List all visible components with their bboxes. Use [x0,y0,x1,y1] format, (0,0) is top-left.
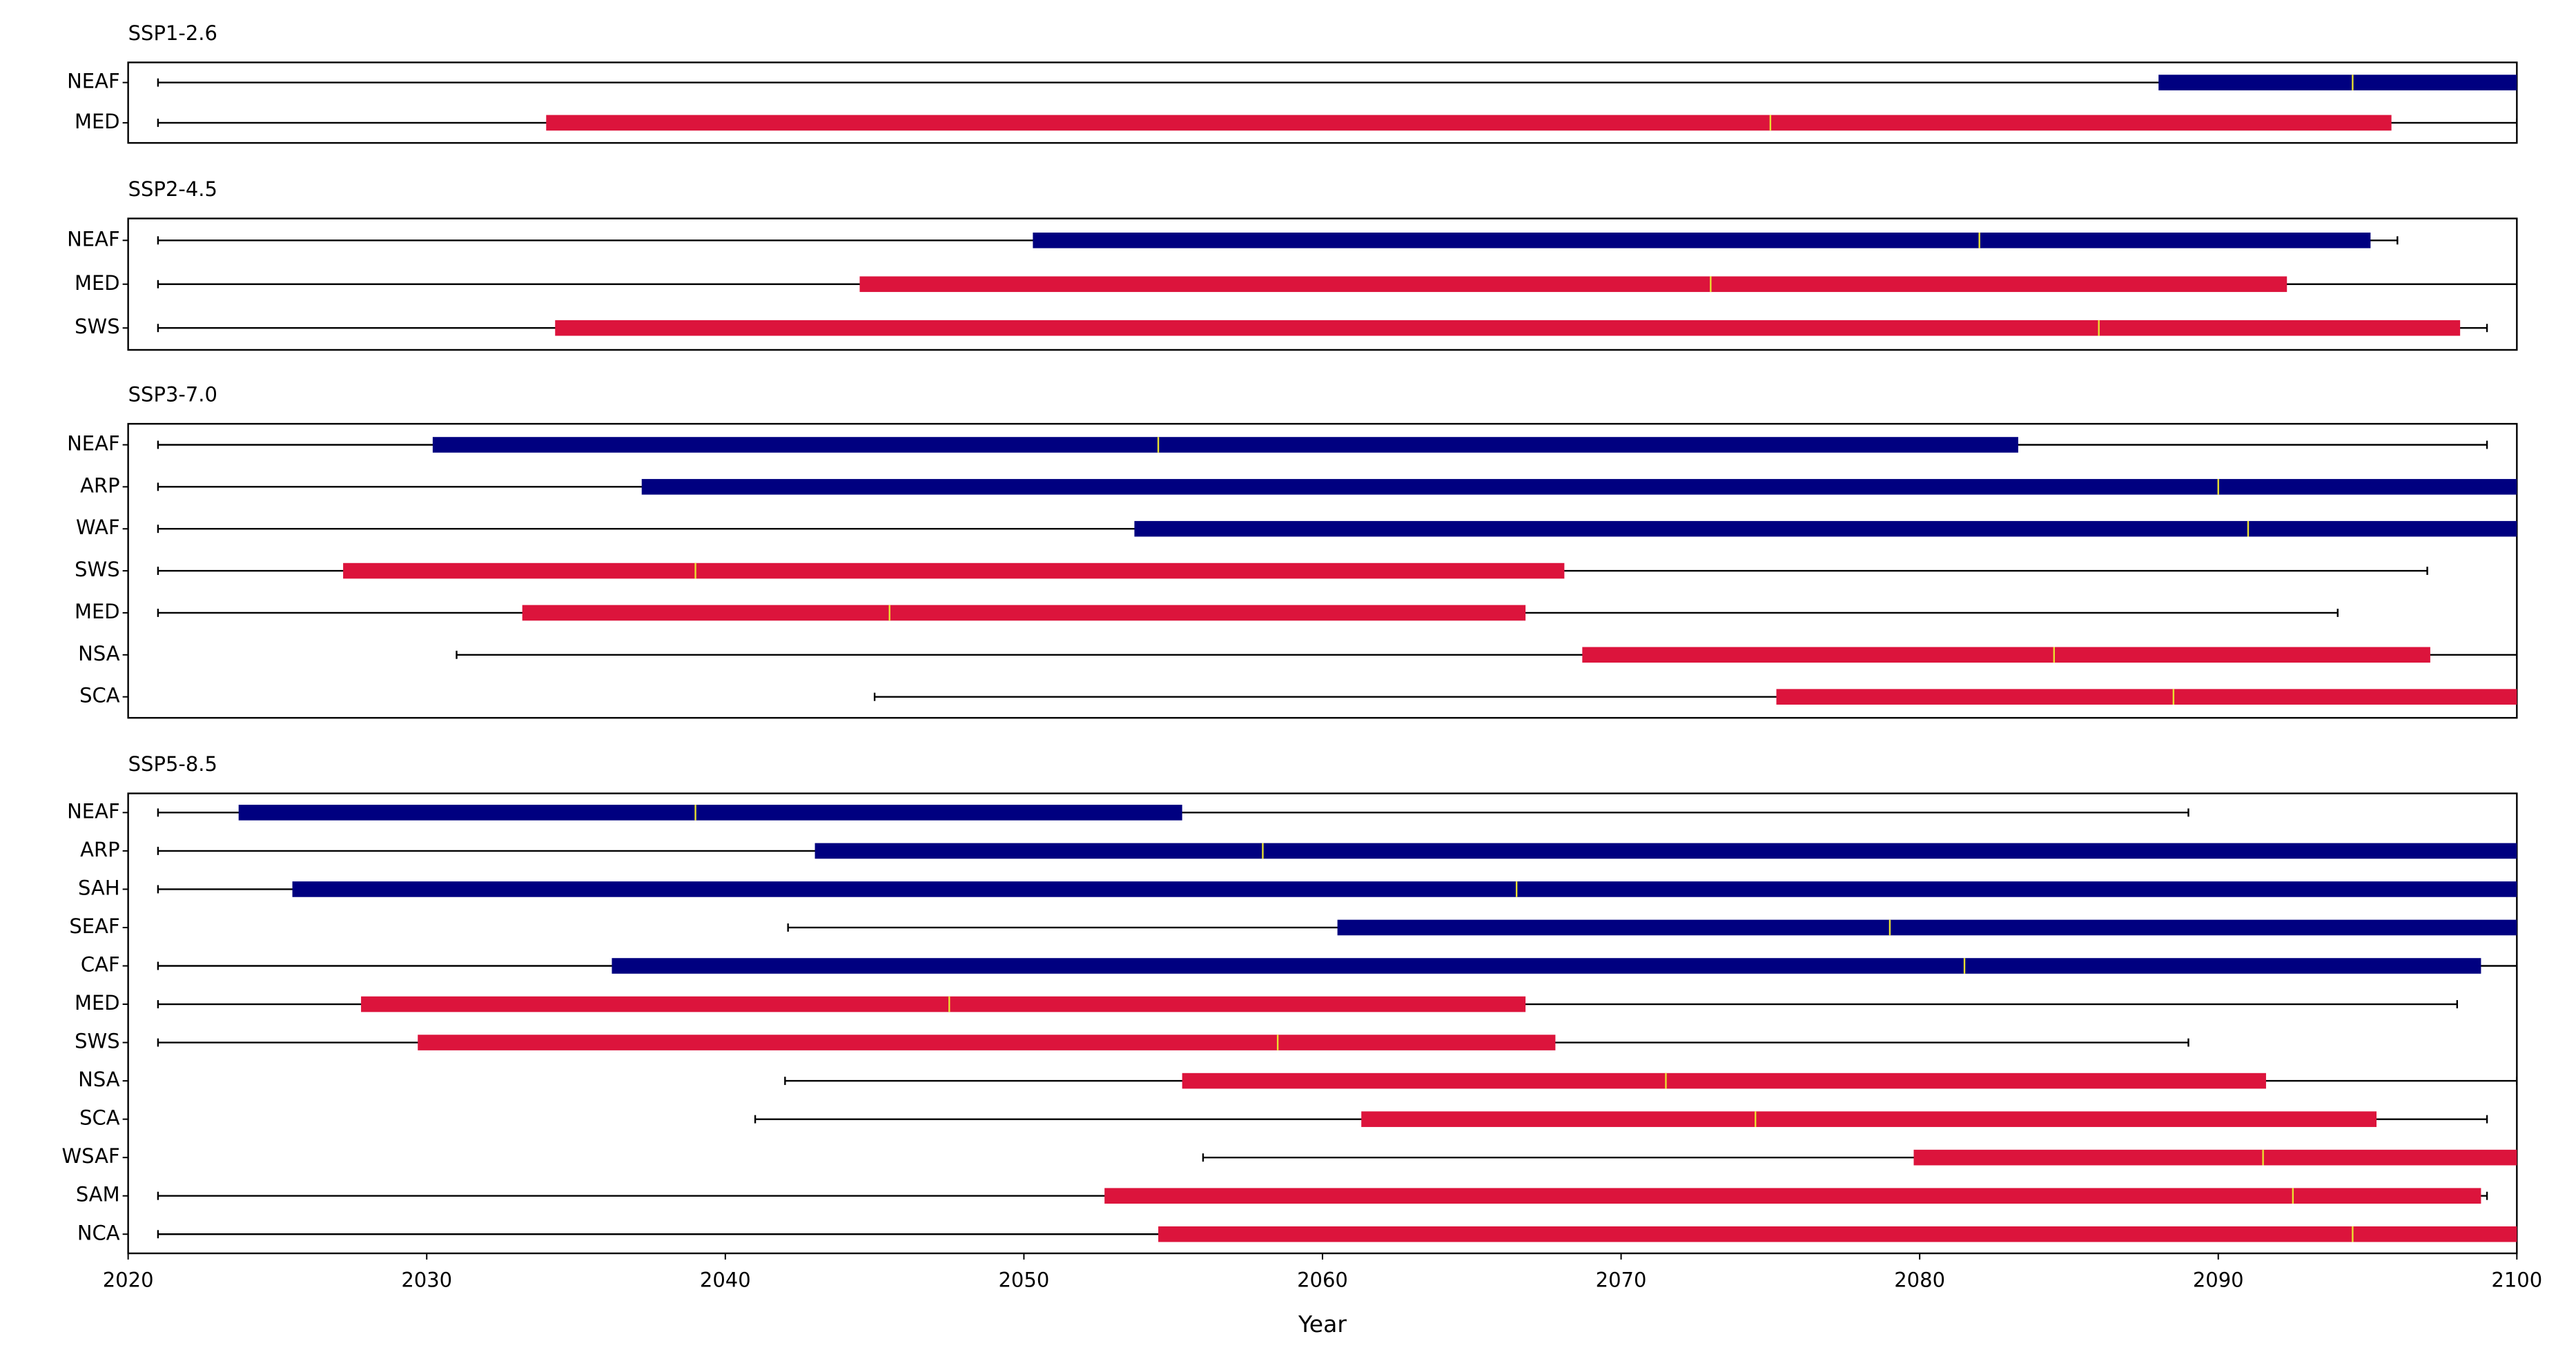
x-tick-label: 2080 [1894,1268,1945,1291]
y-tick-label: SWS [75,315,120,338]
box [2158,75,2517,90]
x-tick-label: 2060 [1297,1268,1348,1291]
x-tick-label: 2100 [2491,1268,2542,1291]
y-tick-label: WSAF [62,1144,120,1168]
box [1776,689,2517,705]
box [814,843,2517,859]
y-tick-label: NEAF [67,227,120,251]
x-tick-label: 2090 [2193,1268,2244,1291]
y-tick-label: NCA [77,1221,120,1244]
panel-title: SSP3-7.0 [128,383,217,407]
y-tick-label: ARP [80,473,119,497]
box [432,437,2018,453]
box [1913,1149,2517,1166]
y-tick-label: CAF [81,953,120,977]
box [1158,1226,2517,1242]
box [343,562,1565,579]
box [555,320,2461,336]
box [292,881,2517,897]
panel-frame [127,61,2518,144]
x-tick-label: 2020 [103,1268,154,1291]
y-tick-label: WAF [76,516,120,539]
y-tick-label: MED [75,271,120,295]
box [859,276,2287,293]
box [522,605,1526,621]
box [641,479,2517,495]
panel-title: SSP2-4.5 [128,177,217,201]
y-tick-label: MED [75,600,120,623]
box [1033,232,2371,248]
box [1337,919,2517,936]
box [1361,1111,2377,1127]
y-tick-label: SWS [75,558,120,581]
box [1134,520,2517,537]
y-tick-label: SAM [76,1183,120,1206]
y-tick-label: ARP [80,838,119,861]
box [361,996,1526,1012]
x-tick-label: 2040 [700,1268,751,1291]
y-tick-label: SCA [79,684,120,707]
y-tick-label: NEAF [67,70,120,93]
y-tick-label: NSA [78,1068,120,1091]
y-tick-label: SEAF [69,914,119,938]
panel-title: SSP1-2.6 [128,21,217,45]
y-tick-label: SWS [75,1030,120,1053]
panel-frame [127,792,2518,1255]
box [546,115,2392,131]
y-tick-label: NEAF [67,431,120,455]
y-tick-label: SCA [79,1106,120,1130]
panel-title: SSP5-8.5 [128,752,217,776]
y-tick-label: SAH [78,876,120,899]
box [1104,1188,2481,1204]
y-tick-label: MED [75,110,120,133]
x-axis-label: Year [1298,1311,1347,1338]
y-tick-label: NSA [78,642,120,665]
y-tick-label: MED [75,991,120,1015]
y-tick-label: NEAF [67,799,120,823]
x-tick-label: 2050 [998,1268,1049,1291]
box [612,958,2481,974]
box [418,1035,1556,1050]
x-tick-label: 2030 [401,1268,452,1291]
x-tick-label: 2070 [1596,1268,1647,1291]
box [1182,1073,2266,1089]
box [1582,647,2430,663]
box [238,805,1182,821]
